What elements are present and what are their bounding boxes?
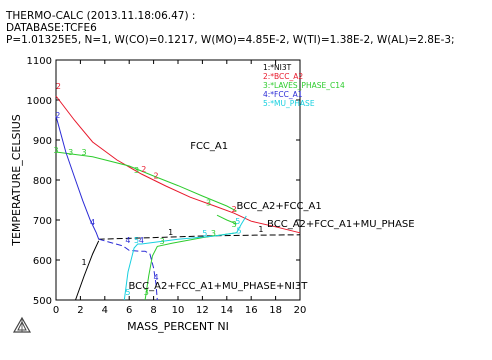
curve-number-label: 1 bbox=[258, 225, 263, 234]
curve-number-label: 2 bbox=[56, 82, 61, 91]
series-line bbox=[98, 234, 301, 240]
region-label: BCC_A2+FCC_A1 bbox=[237, 201, 322, 212]
x-tick-label: 10 bbox=[172, 305, 185, 316]
x-tick-label: 8 bbox=[150, 305, 156, 316]
curve-number-label: 3 bbox=[68, 148, 73, 157]
y-tick-label: 1100 bbox=[27, 56, 52, 67]
y-tick-label: 700 bbox=[33, 216, 52, 227]
x-tick-label: 14 bbox=[220, 305, 233, 316]
curve-number-label: 3 bbox=[232, 220, 237, 229]
y-tick-label: 600 bbox=[33, 256, 52, 267]
x-tick-label: 16 bbox=[245, 305, 258, 316]
curve-number-label: 5 bbox=[125, 288, 130, 297]
curve-number-label: 4 bbox=[139, 236, 144, 245]
curve-number-label: 3 bbox=[206, 199, 211, 208]
y-tick-label: 800 bbox=[33, 176, 52, 187]
y-tick-label: 1000 bbox=[27, 96, 52, 107]
thermo-calc-logo-icon bbox=[12, 316, 32, 333]
x-tick-label: 18 bbox=[269, 305, 282, 316]
x-tick-label: 0 bbox=[53, 305, 59, 316]
header-line-2: DATABASE:TCFE6 bbox=[6, 22, 97, 34]
region-label: FCC_A1 bbox=[190, 141, 228, 152]
curve-number-label: 5 bbox=[134, 236, 139, 245]
curve-number-label: 3 bbox=[134, 166, 139, 175]
curve-number-label: 2 bbox=[232, 205, 237, 214]
y-tick-label: 900 bbox=[33, 136, 52, 147]
curve-number-label: 3 bbox=[53, 146, 58, 155]
series-line bbox=[75, 240, 100, 301]
plot-area bbox=[55, 59, 301, 301]
curve-number-label: 2 bbox=[55, 111, 60, 120]
curve-number-label: 5 bbox=[235, 217, 240, 226]
series-line bbox=[55, 151, 237, 212]
legend-entry: 3:*LAVES_PHASE_C14 bbox=[263, 81, 345, 90]
curve-number-label: 3 bbox=[82, 148, 87, 157]
curve-number-label: 3 bbox=[144, 288, 149, 297]
curve-number-label: 1 bbox=[82, 258, 87, 267]
legend-entry: 5:*MU_PHASE bbox=[263, 99, 315, 108]
curve-number-label: 2 bbox=[141, 165, 146, 174]
curve-number-label: 2 bbox=[153, 171, 158, 180]
legend-entry: 1:*NI3T bbox=[263, 63, 292, 72]
x-tick-label: 20 bbox=[294, 305, 307, 316]
header-line-3: P=1.01325E5, N=1, W(CO)=0.1217, W(MO)=4.… bbox=[6, 34, 455, 46]
curve-number-label: 1 bbox=[168, 228, 173, 237]
series-line bbox=[55, 115, 100, 240]
x-tick-label: 2 bbox=[77, 305, 83, 316]
y-tick-label: 500 bbox=[33, 296, 52, 307]
region-label: BCC_A2+FCC_A1+MU_PHASE+NI3T bbox=[128, 281, 308, 292]
x-axis-label: MASS_PERCENT NI bbox=[127, 320, 229, 333]
curve-number-label: 5 bbox=[202, 229, 207, 238]
header-line-1: THERMO-CALC (2013.11.18:06.47) : bbox=[6, 10, 196, 22]
curve-number-label: 3 bbox=[211, 229, 216, 238]
curve-number-label: 4 bbox=[125, 236, 130, 245]
chart-series bbox=[55, 95, 301, 301]
series-line bbox=[55, 95, 301, 234]
curve-number-label: 4 bbox=[90, 218, 95, 227]
x-tick-label: 4 bbox=[102, 305, 108, 316]
series-line bbox=[216, 214, 237, 225]
x-tick-label: 12 bbox=[196, 305, 209, 316]
y-axis-label: TEMPERATURE_CELSIUS bbox=[10, 114, 23, 247]
region-label: BCC_A2+FCC_A1+MU_PHASE bbox=[267, 219, 415, 230]
series-line bbox=[144, 232, 237, 301]
curve-number-label: 3 bbox=[160, 237, 165, 246]
series-line bbox=[236, 215, 247, 234]
curve-number-label: 5 bbox=[236, 227, 241, 236]
region-annotations: FCC_A1 BCC_A2+FCC_A1 BCC_A2+FCC_A1+MU_PHAS… bbox=[128, 141, 414, 292]
curve-number-label: 4 bbox=[153, 273, 158, 282]
series-line bbox=[123, 232, 237, 301]
x-tick-label: 6 bbox=[126, 305, 132, 316]
legend: 1:*NI3T2:*BCC_A23:*LAVES_PHASE_C144:*FCC… bbox=[263, 63, 345, 108]
legend-entry: 4:*FCC_A1 bbox=[263, 90, 303, 99]
legend-entry: 2:*BCC_A2 bbox=[263, 72, 303, 81]
series-line bbox=[98, 238, 158, 301]
